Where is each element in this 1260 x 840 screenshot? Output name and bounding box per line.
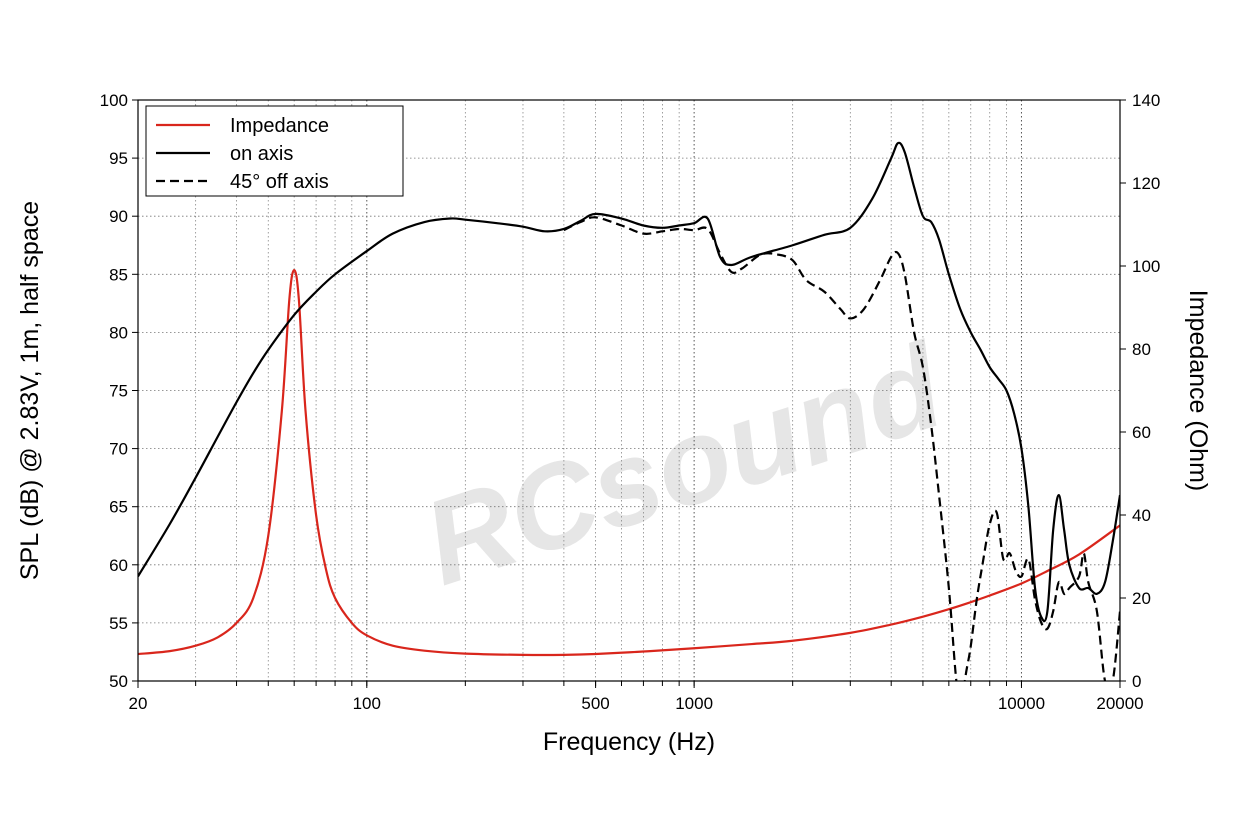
y-right-tick-label: 100 xyxy=(1132,257,1160,276)
y-right-tick-label: 40 xyxy=(1132,506,1151,525)
x-tick-label: 500 xyxy=(581,694,609,713)
legend: Impedance on axis 45° off axis xyxy=(145,105,404,197)
y-right-tick-label: 0 xyxy=(1132,672,1141,691)
legend-label: on axis xyxy=(230,143,293,165)
legend-label: 45° off axis xyxy=(230,171,329,193)
x-tick-label: 10000 xyxy=(998,694,1045,713)
y-left-tick-label: 80 xyxy=(109,323,128,342)
y-left-tick-label: 70 xyxy=(109,440,128,459)
plot-series xyxy=(138,141,1120,681)
legend-label: Impedance xyxy=(230,115,329,137)
y-left-tick-label: 85 xyxy=(109,265,128,284)
y-right-tick-label: 20 xyxy=(1132,589,1151,608)
axis-ticks: 5055606570758085909510002040608010012014… xyxy=(100,91,1161,713)
y-left-tick-label: 95 xyxy=(109,149,128,168)
series-line-45-off-axis xyxy=(563,216,1120,681)
y-left-tick-label: 100 xyxy=(100,91,128,110)
y-left-tick-label: 75 xyxy=(109,382,128,401)
plot-grid xyxy=(138,100,1120,681)
y-left-tick-label: 90 xyxy=(109,207,128,226)
x-axis-title: Frequency (Hz) xyxy=(543,728,715,756)
x-tick-label: 1000 xyxy=(675,694,713,713)
y-axis-left-title: SPL (dB) @ 2.83V, 1m, half space xyxy=(16,201,44,580)
watermark-logo: RCsound xyxy=(409,318,960,611)
y-right-tick-label: 60 xyxy=(1132,423,1151,442)
series-line-impedance xyxy=(138,269,1120,657)
y-right-tick-label: 80 xyxy=(1132,340,1151,359)
series-line-on-axis xyxy=(138,141,1120,623)
y-left-tick-label: 60 xyxy=(109,556,128,575)
x-tick-label: 20000 xyxy=(1096,694,1143,713)
y-left-tick-label: 50 xyxy=(109,672,128,691)
y-axis-right-title: Impedance (Ohm) xyxy=(1184,290,1212,491)
x-tick-label: 20 xyxy=(129,694,148,713)
y-left-tick-label: 65 xyxy=(109,498,128,517)
y-right-tick-label: 120 xyxy=(1132,174,1160,193)
y-left-tick-label: 55 xyxy=(109,614,128,633)
y-right-tick-label: 140 xyxy=(1132,91,1160,110)
x-tick-label: 100 xyxy=(353,694,381,713)
